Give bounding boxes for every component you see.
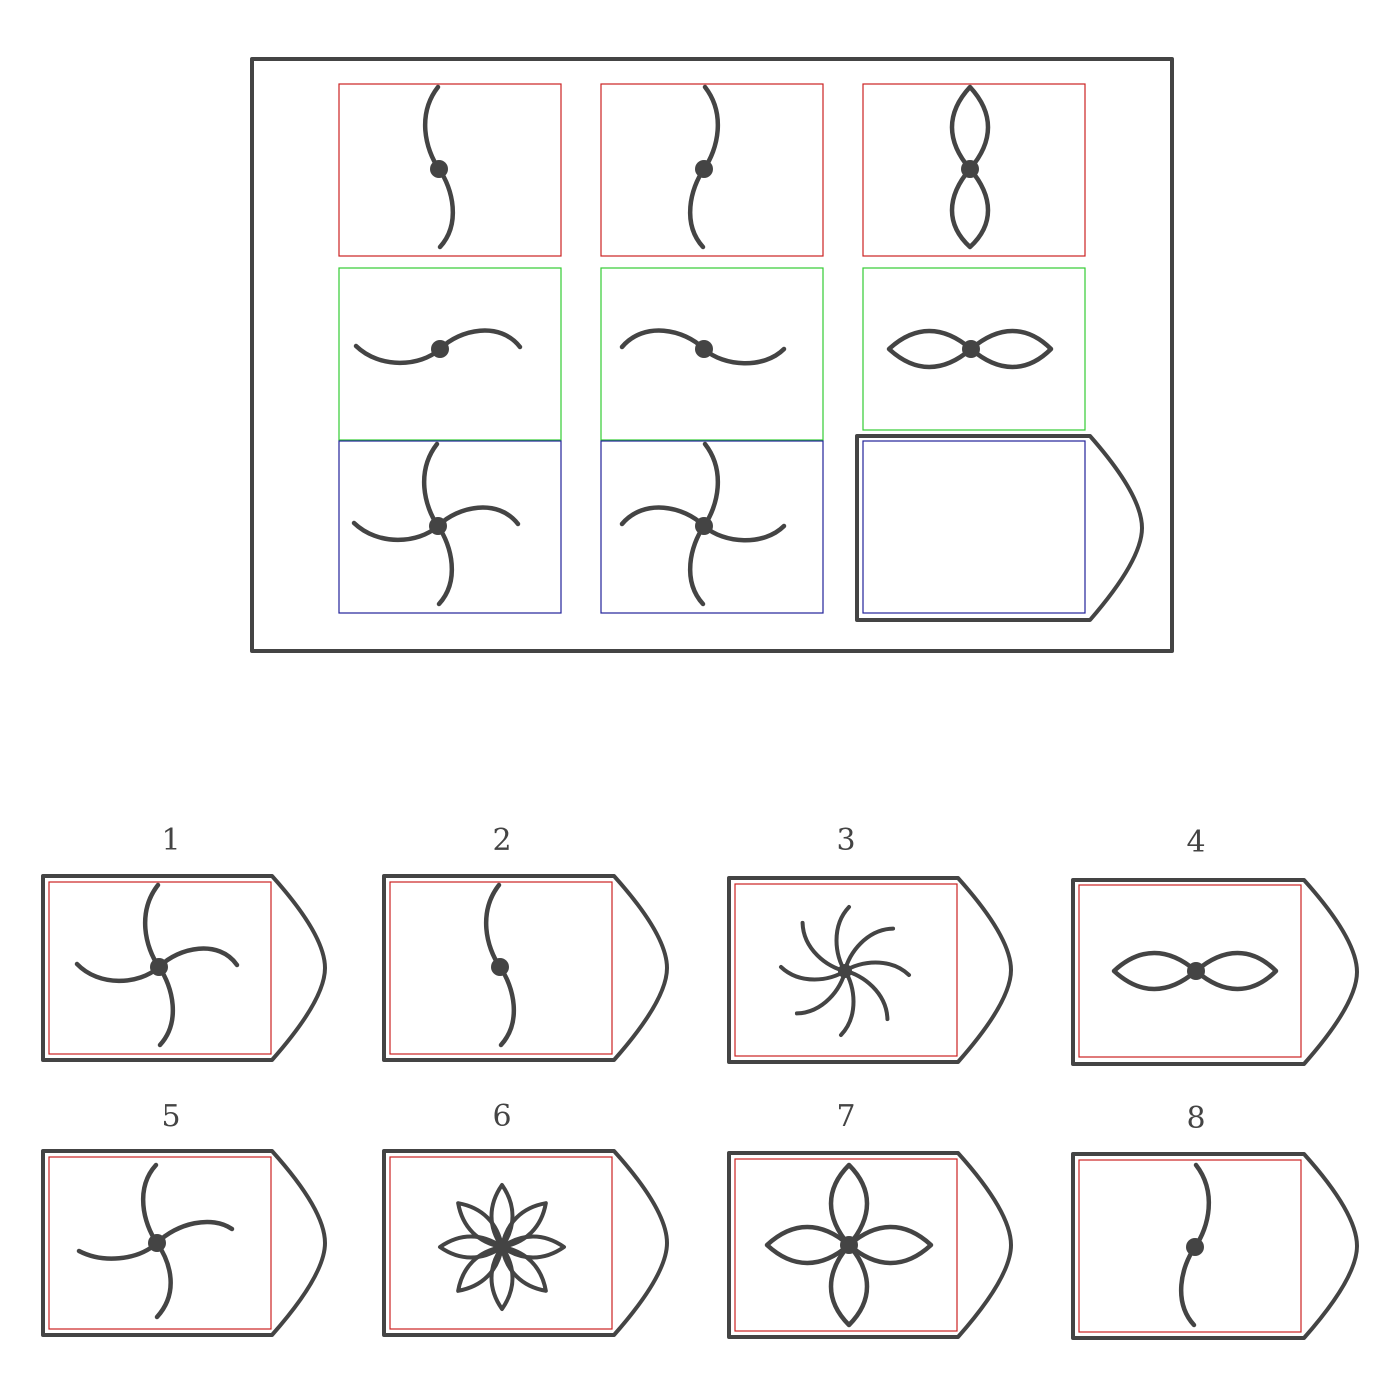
s-curve-figure	[483, 882, 517, 1048]
option-7[interactable]: 7	[727, 1099, 1013, 1339]
option-number: 3	[836, 823, 855, 858]
option-number: 7	[836, 1099, 855, 1134]
option-4[interactable]: 4	[1071, 825, 1359, 1066]
matrix-cell-r1c1	[338, 83, 562, 257]
mirrored-s-curve-figure	[687, 84, 721, 250]
option-number: 6	[492, 1099, 511, 1134]
matrix-cell-r1c2	[600, 83, 824, 257]
matrix-cell-r3c3-answer-slot[interactable]	[855, 434, 1144, 622]
flower-8-petals-figure	[438, 1183, 566, 1311]
cross-4-petals-figure	[764, 1162, 934, 1328]
pinwheel-figure	[74, 882, 240, 1048]
pinwheel-figure	[76, 1162, 235, 1320]
matrix-cell-r2c2	[600, 267, 824, 441]
s-curve-figure	[1178, 1162, 1212, 1328]
matrix-frame	[250, 57, 1174, 653]
horizontal-s-curve-figure	[353, 328, 523, 366]
horizontal-petals-figure	[886, 328, 1054, 370]
option-number: 2	[492, 823, 511, 858]
option-2[interactable]: 2	[382, 823, 669, 1062]
option-3[interactable]: 3	[727, 823, 1013, 1064]
option-6[interactable]: 6	[382, 1099, 669, 1337]
mirrored-pinwheel-figure	[619, 441, 787, 607]
pinwheel-8-figure	[779, 905, 911, 1037]
option-8[interactable]: 8	[1071, 1101, 1359, 1340]
matrix-cell-r2c3	[862, 267, 1086, 431]
vertical-petals-figure	[949, 84, 991, 250]
pinwheel-figure	[351, 441, 521, 607]
horizontal-petals-figure	[1111, 950, 1279, 992]
matrix-cell-r3c2	[600, 440, 824, 614]
matrix-cell-r3c1	[338, 440, 562, 614]
option-number: 4	[1186, 825, 1205, 860]
option-number: 5	[161, 1099, 180, 1134]
option-5[interactable]: 5	[41, 1099, 327, 1337]
s-curve-figure	[422, 84, 456, 250]
option-1[interactable]: 1	[41, 823, 327, 1062]
matrix-cell-r1c3	[862, 83, 1086, 257]
mirrored-horizontal-s-curve-figure	[619, 328, 787, 366]
matrix-cell-r2c1	[338, 267, 562, 441]
option-number: 1	[161, 823, 180, 858]
option-number: 8	[1186, 1101, 1205, 1136]
